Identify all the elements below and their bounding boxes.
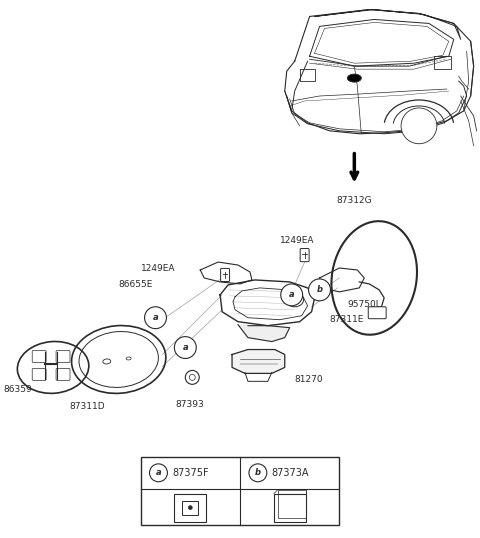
Text: 87312G: 87312G bbox=[336, 196, 372, 206]
Text: 87311E: 87311E bbox=[329, 315, 364, 324]
Polygon shape bbox=[238, 324, 290, 342]
Text: 87311D: 87311D bbox=[69, 402, 105, 410]
Ellipse shape bbox=[348, 74, 361, 82]
FancyBboxPatch shape bbox=[56, 369, 70, 380]
Text: a: a bbox=[156, 468, 161, 477]
Text: 1249EA: 1249EA bbox=[280, 236, 314, 245]
FancyBboxPatch shape bbox=[300, 249, 309, 261]
Circle shape bbox=[281, 284, 302, 306]
Circle shape bbox=[249, 464, 267, 482]
Circle shape bbox=[309, 279, 330, 301]
Circle shape bbox=[185, 370, 199, 384]
FancyBboxPatch shape bbox=[368, 307, 386, 318]
FancyBboxPatch shape bbox=[56, 351, 70, 363]
Text: 1249EA: 1249EA bbox=[141, 264, 175, 273]
Text: 86359: 86359 bbox=[3, 385, 32, 394]
Text: 87373A: 87373A bbox=[272, 468, 309, 478]
Text: 86655E: 86655E bbox=[119, 280, 153, 289]
Text: a: a bbox=[153, 313, 158, 322]
Text: b: b bbox=[316, 285, 323, 294]
Text: b: b bbox=[255, 468, 261, 477]
FancyBboxPatch shape bbox=[32, 351, 46, 363]
Text: 87375F: 87375F bbox=[172, 468, 209, 478]
Text: 87393: 87393 bbox=[175, 400, 204, 409]
Polygon shape bbox=[232, 350, 285, 373]
Text: 81270: 81270 bbox=[295, 375, 324, 384]
Bar bbox=[278, 490, 306, 518]
Text: a: a bbox=[289, 291, 295, 299]
Circle shape bbox=[174, 337, 196, 358]
Bar bbox=[274, 494, 306, 521]
Circle shape bbox=[188, 506, 192, 509]
Circle shape bbox=[150, 464, 168, 482]
FancyBboxPatch shape bbox=[221, 268, 229, 281]
FancyBboxPatch shape bbox=[32, 369, 46, 380]
Circle shape bbox=[401, 108, 437, 144]
Bar bbox=[182, 501, 198, 514]
Circle shape bbox=[189, 374, 195, 380]
Bar bbox=[174, 494, 206, 521]
Text: a: a bbox=[182, 343, 188, 352]
Bar bbox=[141, 457, 339, 525]
Circle shape bbox=[144, 307, 167, 329]
Text: 95750L: 95750L bbox=[348, 300, 381, 309]
